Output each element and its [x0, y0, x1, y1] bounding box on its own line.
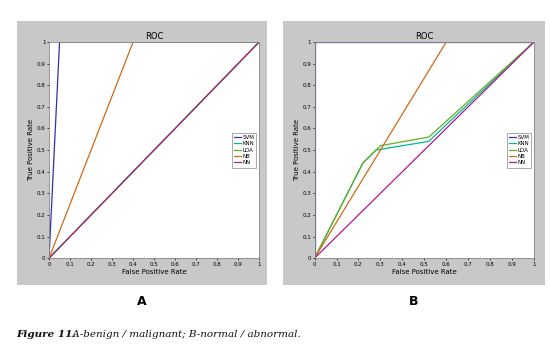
Text: B: B	[409, 295, 419, 308]
Y-axis label: True Positive Rate: True Positive Rate	[28, 119, 34, 181]
Legend: SVM, KNN, LDA, NB, NN: SVM, KNN, LDA, NB, NN	[507, 133, 531, 168]
Y-axis label: True Positive Rate: True Positive Rate	[294, 119, 300, 181]
Text: Figure 11.: Figure 11.	[16, 330, 76, 339]
Text: A-benign / malignant; B-normal / abnormal.: A-benign / malignant; B-normal / abnorma…	[69, 330, 300, 339]
Text: A: A	[137, 295, 146, 308]
X-axis label: False Positive Rate: False Positive Rate	[122, 269, 186, 276]
Title: ROC: ROC	[145, 32, 163, 41]
X-axis label: False Positive Rate: False Positive Rate	[392, 269, 456, 276]
Legend: SVM, KNN, LDA, NB, NN: SVM, KNN, LDA, NB, NN	[232, 133, 256, 168]
Title: ROC: ROC	[415, 32, 433, 41]
